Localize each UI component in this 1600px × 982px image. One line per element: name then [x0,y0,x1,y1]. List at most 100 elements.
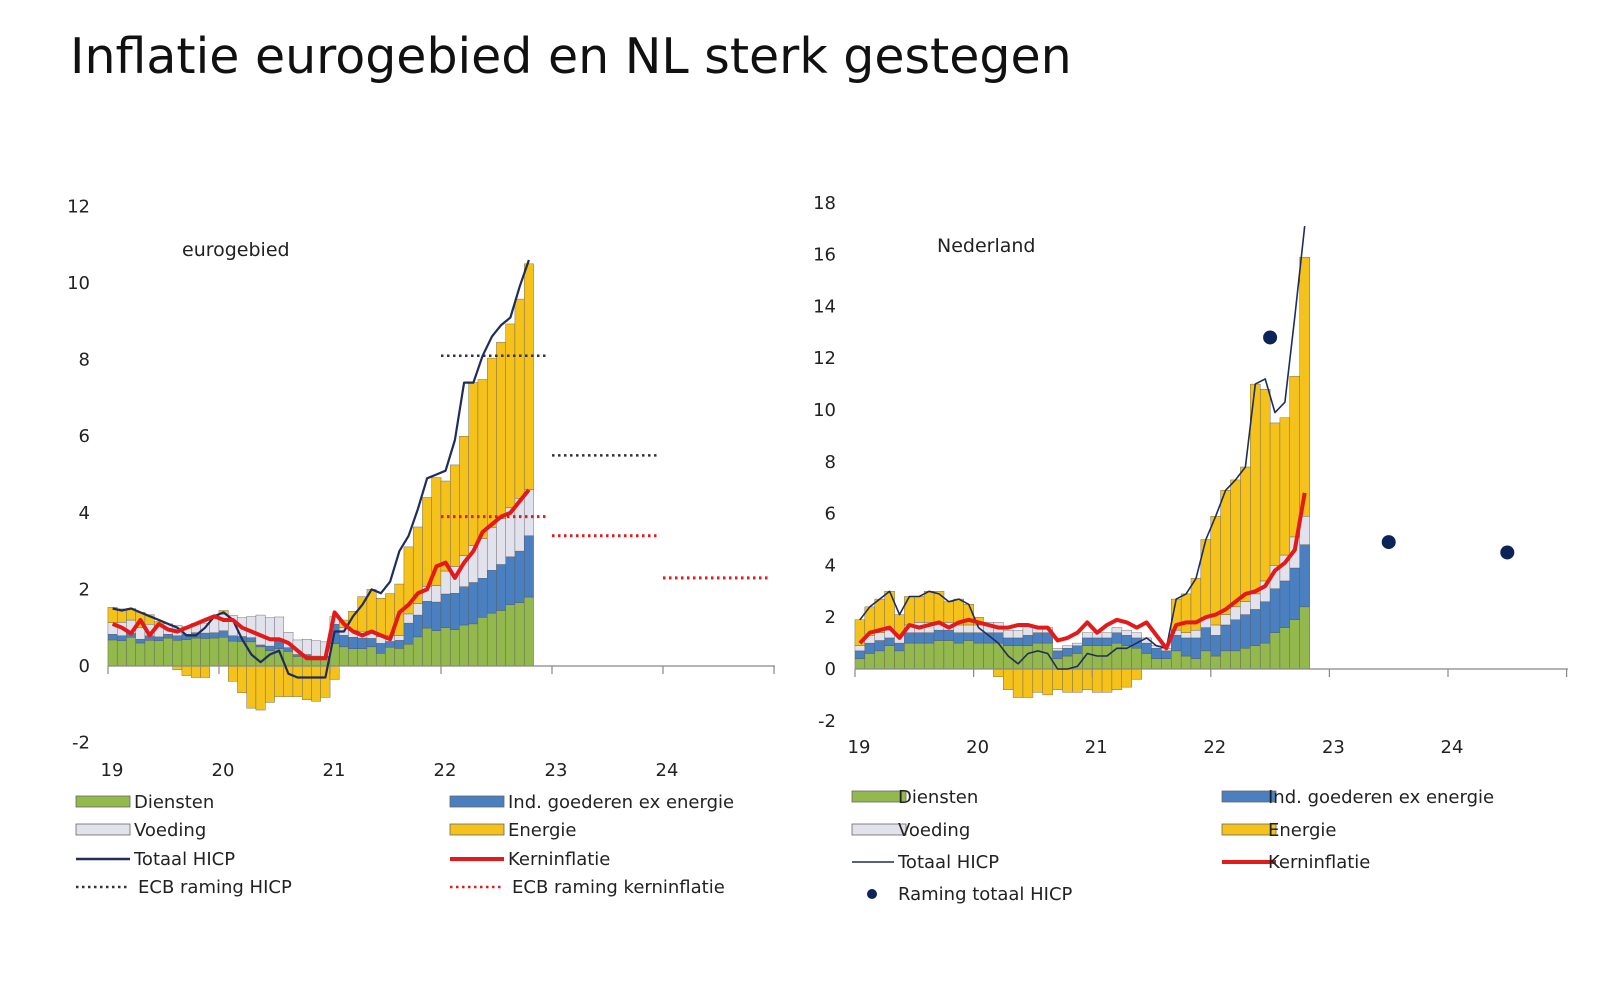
raming-totaal-hicp-dot [1500,545,1515,560]
bar-ind-goederen-ex-energie [357,637,368,649]
bar-diensten [933,640,945,670]
bar-energie [200,665,211,678]
bar-energie [1072,668,1083,693]
bar-voeding [1230,606,1241,620]
bar-ind-goederen-ex-energie [1299,544,1310,608]
bar-ind-goederen-ex-energie [431,601,442,631]
bar-diensten [1250,645,1261,670]
x-tick-label: 22 [434,760,457,781]
bar-energie [292,665,303,697]
y-tick-label: 18 [813,193,836,214]
legend-swatch-energie [1221,823,1277,836]
legend-label: Diensten [898,787,978,808]
bar-ind-goederen-ex-energie [116,635,127,641]
legend-swatch-voeding [75,823,131,836]
bar-ind-goederen-ex-energie [993,632,1004,644]
bar-ind-goederen-ex-energie [468,582,479,625]
bar-ind-goederen-ex-energie [1032,632,1044,644]
bar-ind-goederen-ex-energie [514,550,525,604]
y-tick-label: 4 [825,555,836,576]
x-tick-label: 20 [212,760,235,781]
bar-diensten [163,637,174,667]
x-tick-label: 22 [1203,737,1226,758]
line-kerninflatie [858,492,1307,651]
bar-diensten [422,627,433,667]
bar-diensten [412,636,423,667]
bar-ind-goederen-ex-energie [1259,601,1271,644]
bar-energie [1279,417,1291,556]
bar-diensten [1240,648,1251,670]
bar-diensten [854,658,866,670]
x-tick-label: 19 [848,737,871,758]
bar-ind-goederen-ex-energie [1111,632,1123,644]
bar-voeding [412,603,423,616]
legend-label: ECB raming HICP [138,877,292,898]
page-title: Inflatie eurogebied en NL sterk gestegen [70,28,1072,85]
bar-energie [468,382,479,546]
bar-energie [904,596,915,626]
bar-diensten [914,642,925,670]
bar-ind-goederen-ex-energie [505,556,516,605]
bar-diensten [505,604,516,667]
bar-diensten [496,610,507,667]
bar-energie [357,596,368,632]
bar-ind-goederen-ex-energie [153,636,164,641]
bar-diensten [403,643,414,667]
x-tick-label: 24 [1441,737,1464,758]
bar-voeding [963,624,974,633]
bar-ind-goederen-ex-energie [884,637,895,646]
bar-diensten [1091,645,1103,670]
bar-ind-goederen-ex-energie [1141,642,1152,654]
bar-voeding [1190,629,1202,639]
bar-energie [477,379,488,539]
y-tick-label: 12 [813,348,836,369]
bar-ind-goederen-ex-energie [1230,619,1241,652]
bar-ind-goederen-ex-energie [1200,627,1212,652]
bar-energie [1131,668,1142,680]
bar-voeding [394,635,405,641]
bar-diensten [477,617,488,667]
bar-diensten [894,650,905,670]
bar-ind-goederen-ex-energie [1250,609,1261,646]
bar-energie [523,263,534,491]
bar-voeding [311,640,322,657]
bar-ind-goederen-ex-energie [107,634,118,641]
bar-ind-goederen-ex-energie [496,564,507,611]
y-tick-label: 14 [813,296,836,317]
bar-ind-goederen-ex-energie [933,629,945,641]
bar-energie [1299,256,1310,517]
bar-energie [1121,668,1132,688]
bar-energie [301,665,312,700]
bar-voeding [477,538,488,579]
bar-ind-goederen-ex-energie [1101,637,1113,646]
legend-label: Energie [508,820,576,841]
y-tick-label: 6 [825,504,836,525]
region-label: eurogebied [182,239,290,261]
bar-voeding [1012,629,1024,639]
bar-voeding [1101,632,1113,639]
legend-swatch-ind-goederen-ex-energie [1221,790,1277,803]
bar-diensten [1141,653,1152,670]
y-tick-label: 10 [813,400,836,421]
bar-diensten [973,642,984,670]
bar-diensten [1012,645,1024,670]
bar-voeding [874,632,885,641]
bar-voeding [1210,624,1221,636]
bar-diensten [864,653,876,670]
bar-energie [1062,668,1073,693]
bar-ind-goederen-ex-energie [1022,635,1034,646]
bar-diensten [884,645,895,670]
bar-diensten [375,653,386,667]
bar-energie [1101,668,1113,693]
y-tick-label: 8 [825,452,836,473]
bar-ind-goederen-ex-energie [1082,637,1093,646]
bar-diensten [449,629,460,667]
bar-energie [181,665,192,676]
bar-diensten [1101,645,1113,670]
bar-diensten [904,642,915,670]
bar-energie [237,665,248,694]
bar-energie [1002,668,1014,690]
bar-ind-goederen-ex-energie [394,640,405,649]
bar-diensten [357,648,368,667]
bar-energie [1032,668,1044,693]
